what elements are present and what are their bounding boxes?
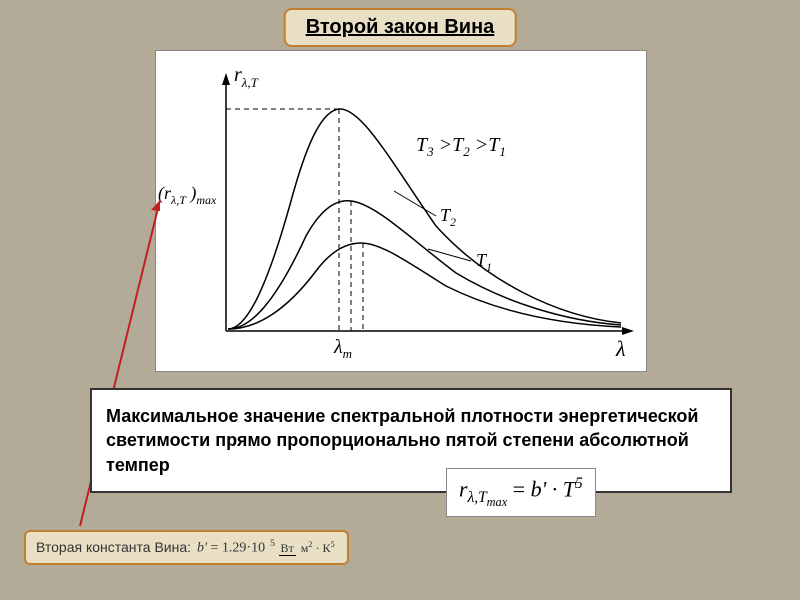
curve-label-t1: T1 — [476, 250, 492, 274]
constant-formula: b' = 1.29·105 Вт м2 · К5 — [197, 538, 337, 557]
constant-label: Вторая константа Вина: — [36, 539, 191, 555]
page-title: Второй закон Вина — [284, 8, 517, 47]
main-formula: rλ,Tmax = b' · T5 — [446, 468, 596, 517]
y-max-label: (rλ,T )max — [158, 183, 217, 207]
constant-box: Вторая константа Вина: b' = 1.29·105 Вт … — [24, 530, 349, 565]
y-axis-label: rλ,T — [234, 64, 259, 90]
lambda-m-label: λm — [333, 336, 352, 361]
x-axis-label: λ — [615, 336, 626, 361]
description-text: Максимальное значение спектральной плотн… — [90, 388, 732, 493]
blackbody-chart: rλ,T λ (rλ,T )max λm T3 >T2 >T1 T2 T1 — [156, 51, 646, 371]
temp-inequality: T3 >T2 >T1 — [416, 134, 506, 159]
chart-area: rλ,T λ (rλ,T )max λm T3 >T2 >T1 T2 T1 — [155, 50, 647, 372]
curve-label-t2: T2 — [440, 205, 456, 229]
